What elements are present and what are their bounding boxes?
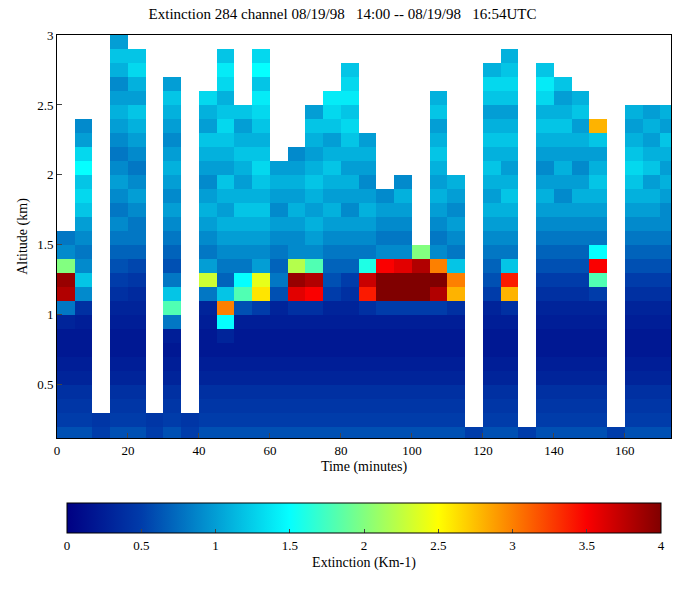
svg-text:60: 60	[263, 443, 276, 458]
svg-text:100: 100	[402, 443, 422, 458]
svg-text:140: 140	[544, 443, 564, 458]
svg-text:Extinction 284 channel 08/19/9: Extinction 284 channel 08/19/98 14:00 --…	[149, 6, 537, 22]
svg-text:160: 160	[615, 443, 635, 458]
svg-text:2: 2	[361, 538, 368, 553]
svg-text:1: 1	[212, 538, 219, 553]
svg-text:4: 4	[658, 538, 665, 553]
svg-text:40: 40	[192, 443, 205, 458]
svg-text:1.5: 1.5	[282, 538, 298, 553]
svg-text:120: 120	[473, 443, 493, 458]
svg-text:2.5: 2.5	[37, 98, 53, 113]
svg-text:1: 1	[47, 307, 54, 322]
svg-text:1.5: 1.5	[37, 237, 53, 252]
svg-text:Time (minutes): Time (minutes)	[321, 459, 408, 475]
svg-text:3: 3	[509, 538, 516, 553]
svg-text:0.5: 0.5	[133, 538, 149, 553]
svg-text:20: 20	[121, 443, 134, 458]
svg-text:80: 80	[334, 443, 347, 458]
svg-text:3.5: 3.5	[579, 538, 595, 553]
svg-text:2.5: 2.5	[430, 538, 446, 553]
svg-text:2: 2	[47, 167, 54, 182]
svg-text:0: 0	[64, 538, 71, 553]
svg-text:Extinction (Km-1): Extinction (Km-1)	[312, 555, 416, 571]
svg-text:0: 0	[54, 443, 61, 458]
svg-text:3: 3	[47, 28, 54, 43]
svg-text:Altitude (km): Altitude (km)	[15, 198, 31, 275]
svg-text:0.5: 0.5	[37, 377, 53, 392]
